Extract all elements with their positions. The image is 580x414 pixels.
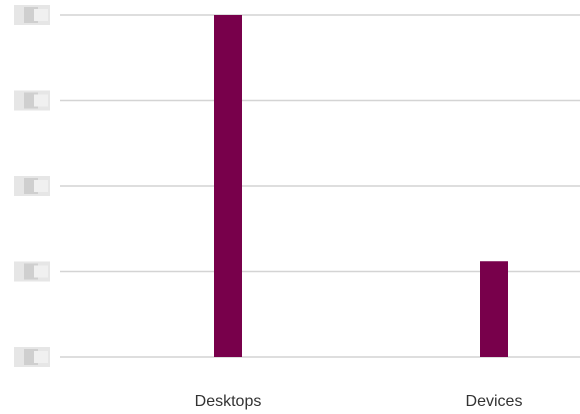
blurred-tick-label xyxy=(14,347,50,367)
bar xyxy=(214,15,242,357)
blur-block xyxy=(34,180,48,192)
blur-block xyxy=(34,351,48,363)
blur-block xyxy=(34,265,48,278)
blur-block xyxy=(34,9,48,21)
x-tick-label: Devices xyxy=(466,393,523,410)
blurred-tick-label xyxy=(14,90,50,111)
blurred-tick-label xyxy=(14,261,50,282)
x-tick-label: Desktops xyxy=(195,393,262,410)
bar xyxy=(480,261,508,357)
blur-block xyxy=(34,94,48,107)
blurred-tick-label xyxy=(14,5,50,25)
blurred-tick-label xyxy=(14,176,50,196)
